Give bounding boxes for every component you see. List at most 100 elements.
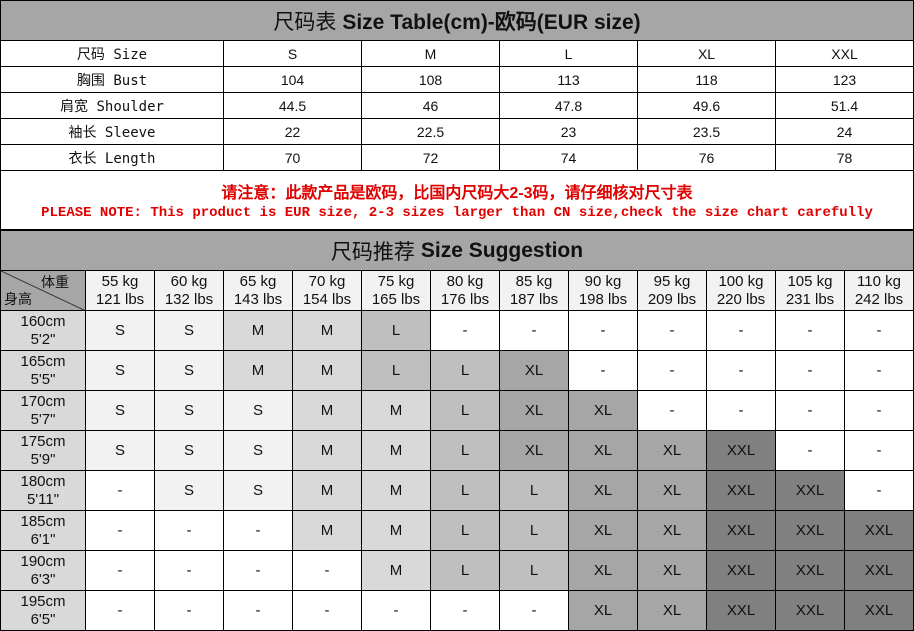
measurement-cell: 46 xyxy=(361,92,500,119)
measurement-cell: 22.5 xyxy=(361,118,500,145)
weight-lbs: 220 lbs xyxy=(716,290,766,308)
height-ft: 6'3" xyxy=(30,570,56,588)
size-cell: XXL xyxy=(706,470,776,511)
size-cell: M xyxy=(292,310,362,351)
height-ft: 5'7" xyxy=(30,410,56,428)
table-row: 185cm 6'1" - - - M M L L XL XL XXL XXL XXL xyxy=(0,510,914,551)
size-cell: - xyxy=(775,310,845,351)
size-cell: XL xyxy=(637,470,707,511)
size-cell: S xyxy=(223,470,293,511)
size-cell: XL xyxy=(637,590,707,631)
size-cell: - xyxy=(85,550,155,591)
height-header: 190cm 6'3" xyxy=(0,550,86,591)
title-cn: 尺码推荐 xyxy=(330,240,415,264)
height-cm: 170cm xyxy=(20,392,66,410)
weight-header: 100 kg 220 lbs xyxy=(706,270,776,311)
table-row: 190cm 6'3" - - - - M L L XL XL XXL XXL XXL xyxy=(0,550,914,591)
height-ft: 6'1" xyxy=(30,530,56,548)
size-cell: XL xyxy=(637,550,707,591)
size-cell: S xyxy=(223,390,293,431)
table-row: 衣长 Length 70 72 74 76 78 xyxy=(0,144,914,171)
size-cell: M xyxy=(292,390,362,431)
measurement-cell: 44.5 xyxy=(223,92,362,119)
measurement-cell: 104 xyxy=(223,66,362,93)
size-cell: - xyxy=(361,590,431,631)
size-cell: - xyxy=(430,590,500,631)
size-cell: - xyxy=(430,310,500,351)
size-cell: S xyxy=(85,430,155,471)
weight-kg: 90 kg xyxy=(584,272,622,290)
title-en: Size Table(cm)-欧码(EUR size) xyxy=(342,10,641,34)
note-en: PLEASE NOTE: This product is EUR size, 2… xyxy=(41,204,873,221)
size-cell: XXL xyxy=(706,590,776,631)
weight-lbs: 231 lbs xyxy=(785,290,835,308)
size-cell: XXL xyxy=(844,590,914,631)
measurement-cell: 47.8 xyxy=(499,92,638,119)
size-cell: - xyxy=(292,590,362,631)
size-cell: XL xyxy=(568,470,638,511)
size-cell: M xyxy=(361,510,431,551)
table-row: 袖长 Sleeve 22 22.5 23 23.5 24 xyxy=(0,118,914,145)
size-cell: S xyxy=(85,310,155,351)
measurement-cell: 49.6 xyxy=(637,92,776,119)
size-cell: L xyxy=(430,390,500,431)
weight-header: 105 kg 231 lbs xyxy=(775,270,845,311)
size-cell: - xyxy=(706,310,776,351)
measurement-cell: 51.4 xyxy=(775,92,914,119)
size-cell: L xyxy=(361,310,431,351)
size-cell: - xyxy=(499,590,569,631)
weight-lbs: 187 lbs xyxy=(509,290,559,308)
size-cell: L xyxy=(430,470,500,511)
table-row: 170cm 5'7" S S S M M L XL XL - - - - xyxy=(0,390,914,431)
weight-header: 65 kg 143 lbs xyxy=(223,270,293,311)
size-cell: XL xyxy=(568,590,638,631)
size-cell: S xyxy=(85,350,155,391)
height-ft: 5'11" xyxy=(26,490,60,508)
size-cell: M xyxy=(292,470,362,511)
size-cell: - xyxy=(568,350,638,391)
size-cell: XXL xyxy=(706,550,776,591)
size-cell: XL xyxy=(568,510,638,551)
size-cell: S xyxy=(154,390,224,431)
title-en: Size Suggestion xyxy=(420,238,584,262)
height-cm: 160cm xyxy=(20,312,66,330)
size-cell: - xyxy=(499,310,569,351)
size-cell: XL xyxy=(637,510,707,551)
size-cell: - xyxy=(154,590,224,631)
measurement-cell: 108 xyxy=(361,66,500,93)
weight-kg: 110 kg xyxy=(857,272,901,290)
height-header: 170cm 5'7" xyxy=(0,390,86,431)
size-cell: L xyxy=(499,510,569,551)
weight-kg: 105 kg xyxy=(787,272,833,290)
height-header: 195cm 6'5" xyxy=(0,590,86,631)
size-cell: - xyxy=(154,550,224,591)
size-cell: M xyxy=(361,390,431,431)
size-cell: M xyxy=(361,470,431,511)
size-cell: XL xyxy=(637,430,707,471)
weight-kg: 100 kg xyxy=(718,272,764,290)
size-cell: XL xyxy=(499,430,569,471)
height-cm: 185cm xyxy=(20,512,66,530)
size-cell: XXL xyxy=(775,550,845,591)
weight-label: 体重 xyxy=(41,274,69,290)
size-cell: XL xyxy=(499,390,569,431)
weight-header: 75 kg 165 lbs xyxy=(361,270,431,311)
size-cell: - xyxy=(775,390,845,431)
table-row: 160cm 5'2" S S M M L - - - - - - - xyxy=(0,310,914,351)
size-cell: L xyxy=(430,430,500,471)
weight-kg: 85 kg xyxy=(515,272,553,290)
size-cell: XXL xyxy=(775,510,845,551)
size-cell: XL xyxy=(568,550,638,591)
table-row: 195cm 6'5" - - - - - - - XL XL XXL XXL XXL xyxy=(0,590,914,631)
size-table-title: 尺码表 Size Table(cm)-欧码(EUR size) xyxy=(0,0,914,41)
height-header: 180cm 5'11" xyxy=(0,470,86,511)
diagonal-divider xyxy=(1,271,84,310)
size-cell: - xyxy=(223,510,293,551)
size-cell: L xyxy=(499,470,569,511)
size-cell: - xyxy=(292,550,362,591)
size-cell: - xyxy=(844,350,914,391)
row-label: 袖长 Sleeve xyxy=(0,118,224,145)
table-row: 肩宽 Shoulder 44.5 46 47.8 49.6 51.4 xyxy=(0,92,914,119)
weight-header-row: 体重 身高 55 kg 121 lbs 60 kg 132 lbs 65 kg 143 lbs… xyxy=(0,270,914,311)
height-header: 160cm 5'2" xyxy=(0,310,86,351)
